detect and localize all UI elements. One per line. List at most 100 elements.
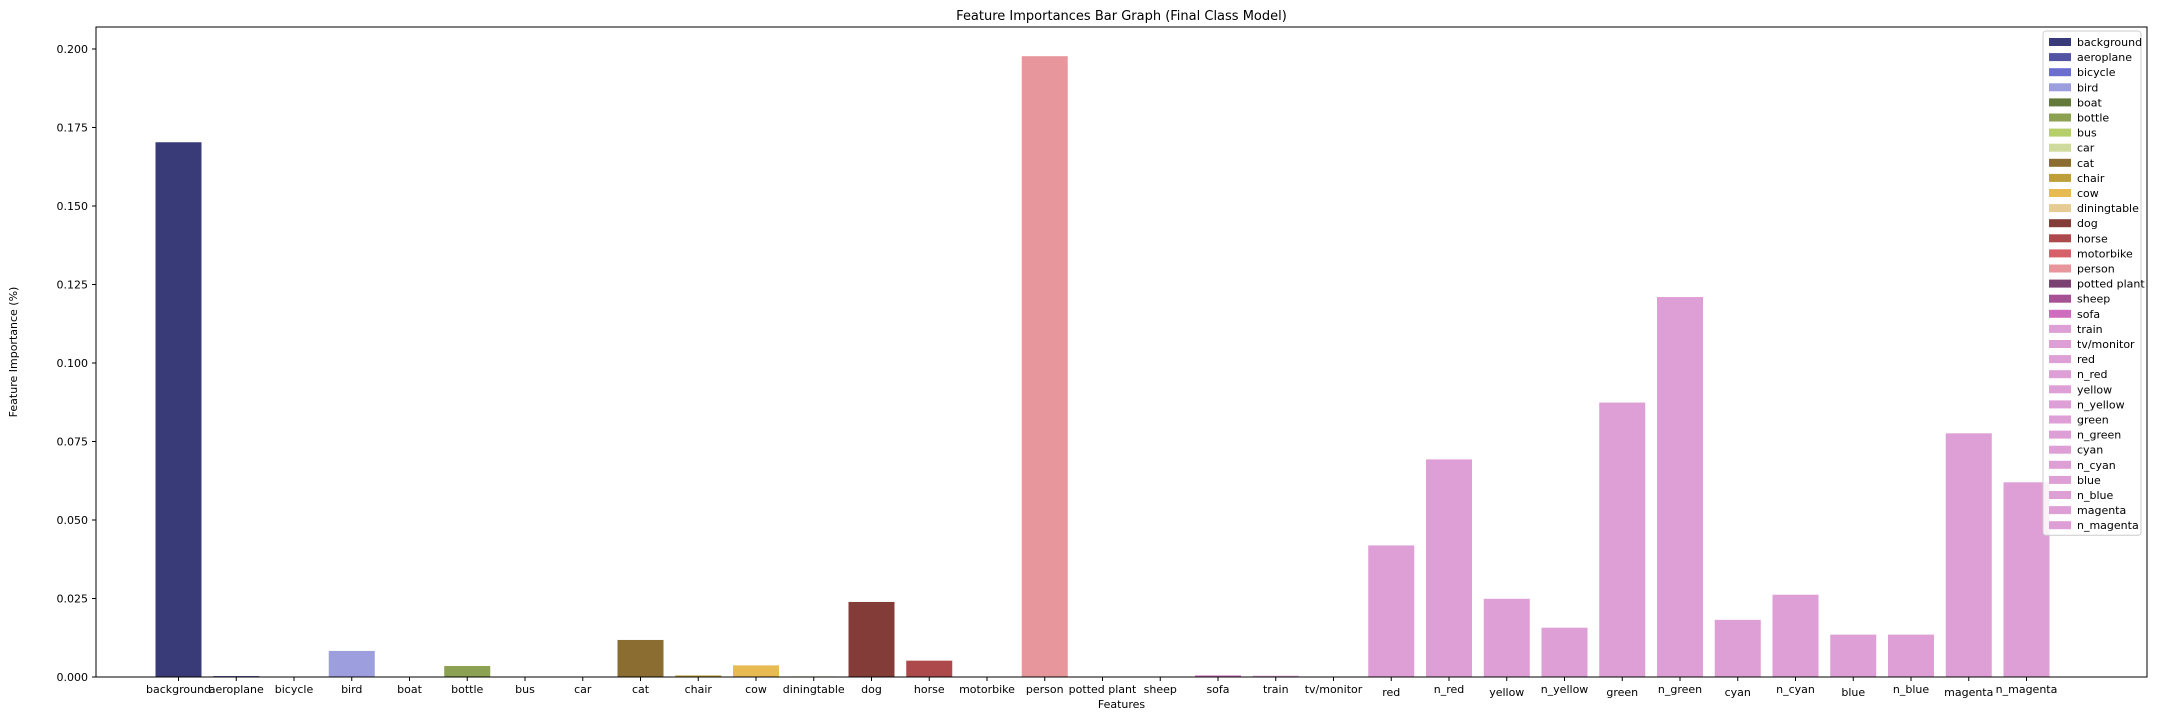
legend-label: background (2077, 36, 2142, 49)
legend-label: n_yellow (2077, 398, 2125, 411)
x-tick-label: bicycle (275, 683, 314, 696)
legend-label: n_red (2077, 368, 2108, 381)
legend-label: boat (2077, 96, 2102, 109)
x-tick-label: n_red (1434, 683, 1465, 696)
bar-yellow (1483, 598, 1530, 677)
legend-swatch (2049, 355, 2071, 364)
x-tick-label: background (146, 683, 211, 696)
bar-bird (328, 650, 375, 677)
bar-chair (675, 675, 722, 677)
x-tick-label: dog (861, 683, 882, 696)
y-tick-label: 0.075 (57, 435, 89, 448)
x-tick-label: cat (632, 683, 650, 696)
x-tick-label: bird (341, 683, 362, 696)
bar-magenta (1945, 433, 1992, 677)
x-tick-label: aeroplane (209, 683, 264, 696)
bar-cow (733, 665, 779, 677)
legend-label: n_magenta (2077, 519, 2139, 532)
legend-swatch (2049, 415, 2071, 424)
legend-swatch (2049, 385, 2071, 394)
legend-swatch (2049, 38, 2071, 46)
x-tick-label: n_green (1658, 683, 1702, 696)
x-tick-label: magenta (1944, 686, 1993, 699)
legend-swatch (2049, 324, 2071, 333)
x-tick-label: red (1382, 686, 1400, 699)
legend-swatch (2049, 158, 2071, 167)
legend-swatch (2049, 340, 2071, 348)
bar-n-red (1426, 459, 1472, 677)
y-axis: 0.000 0.025 0.050 0.075 0.100 0.125 0.150 0.175… (57, 43, 96, 684)
chart-title: Feature Importances Bar Graph (Final Cla… (956, 9, 1287, 24)
legend-label: sofa (2077, 308, 2100, 321)
legend-swatch (2049, 370, 2071, 379)
bar-n-green (1657, 297, 1703, 677)
legend-label: magenta (2077, 504, 2126, 517)
bar-n-blue (1888, 634, 1934, 677)
x-axis-title: Features (1098, 698, 1146, 711)
bar-green (1599, 402, 1646, 677)
legend-label: cyan (2077, 444, 2103, 457)
legend-label: diningtable (2077, 202, 2139, 215)
legend-swatch (2049, 491, 2071, 499)
legend-swatch (2049, 128, 2071, 137)
legend-swatch (2049, 430, 2071, 439)
legend-swatch (2049, 249, 2071, 258)
legend-box (2042, 30, 2142, 536)
bar-n-cyan (1772, 594, 1819, 677)
legend-label: bottle (2077, 112, 2109, 125)
x-tick-label: bottle (451, 683, 483, 696)
bar-train (1252, 675, 1299, 677)
y-tick-label: 0.000 (57, 671, 89, 684)
bar-sofa (1195, 675, 1241, 677)
bar-cyan (1714, 619, 1761, 677)
x-tick-label: motorbike (959, 683, 1015, 696)
bar-blue (1830, 634, 1877, 677)
legend-label: aeroplane (2077, 51, 2132, 64)
legend-swatch (2049, 475, 2071, 484)
legend-label: yellow (2077, 383, 2112, 396)
bar-dog (848, 601, 895, 677)
x-tick-label: cyan (1725, 686, 1751, 699)
legend-label: n_cyan (2077, 459, 2116, 472)
x-tick-label: sofa (1206, 683, 1229, 696)
x-tick-label: person (1026, 683, 1064, 696)
y-tick-label: 0.200 (57, 43, 89, 56)
legend-label: car (2077, 142, 2095, 155)
x-tick-label: cow (745, 683, 767, 696)
bar-red (1368, 545, 1415, 677)
legend-label: green (2077, 414, 2109, 427)
legend-swatch (2049, 173, 2071, 182)
legend-swatch (2049, 68, 2071, 77)
x-tick-label: potted plant (1069, 683, 1137, 696)
legend-label: cat (2077, 157, 2095, 170)
legend-label: person (2077, 263, 2115, 276)
legend-label: train (2077, 323, 2103, 336)
legend-label: cow (2077, 187, 2099, 200)
bar-n-magenta (2003, 482, 2050, 677)
bar-person (1021, 56, 1068, 677)
legend-swatch (2049, 460, 2071, 469)
legend-label: motorbike (2077, 247, 2133, 260)
legend-swatch (2049, 400, 2071, 409)
y-tick-label: 0.175 (57, 121, 89, 134)
x-tick-label: n_blue (1893, 683, 1929, 696)
legend-label: sheep (2077, 293, 2110, 306)
legend-label: horse (2077, 232, 2108, 245)
legend-swatch (2049, 264, 2071, 273)
legend-swatch (2049, 445, 2071, 454)
x-tick-label: n_yellow (1541, 683, 1589, 696)
x-tick-label: chair (685, 683, 713, 696)
legend-label: bicycle (2077, 66, 2116, 79)
x-tick-label: n_cyan (1776, 683, 1815, 696)
legend-label: n_green (2077, 429, 2121, 442)
x-tick-label: diningtable (783, 683, 845, 696)
bars-layer (155, 56, 2050, 678)
legend-swatch (2049, 98, 2071, 107)
legend-swatch (2049, 521, 2071, 530)
legend-label: n_blue (2077, 489, 2113, 502)
legend: background aeroplane bicycle bird boat bottle… (2042, 30, 2145, 536)
y-tick-label: 0.025 (57, 592, 89, 605)
